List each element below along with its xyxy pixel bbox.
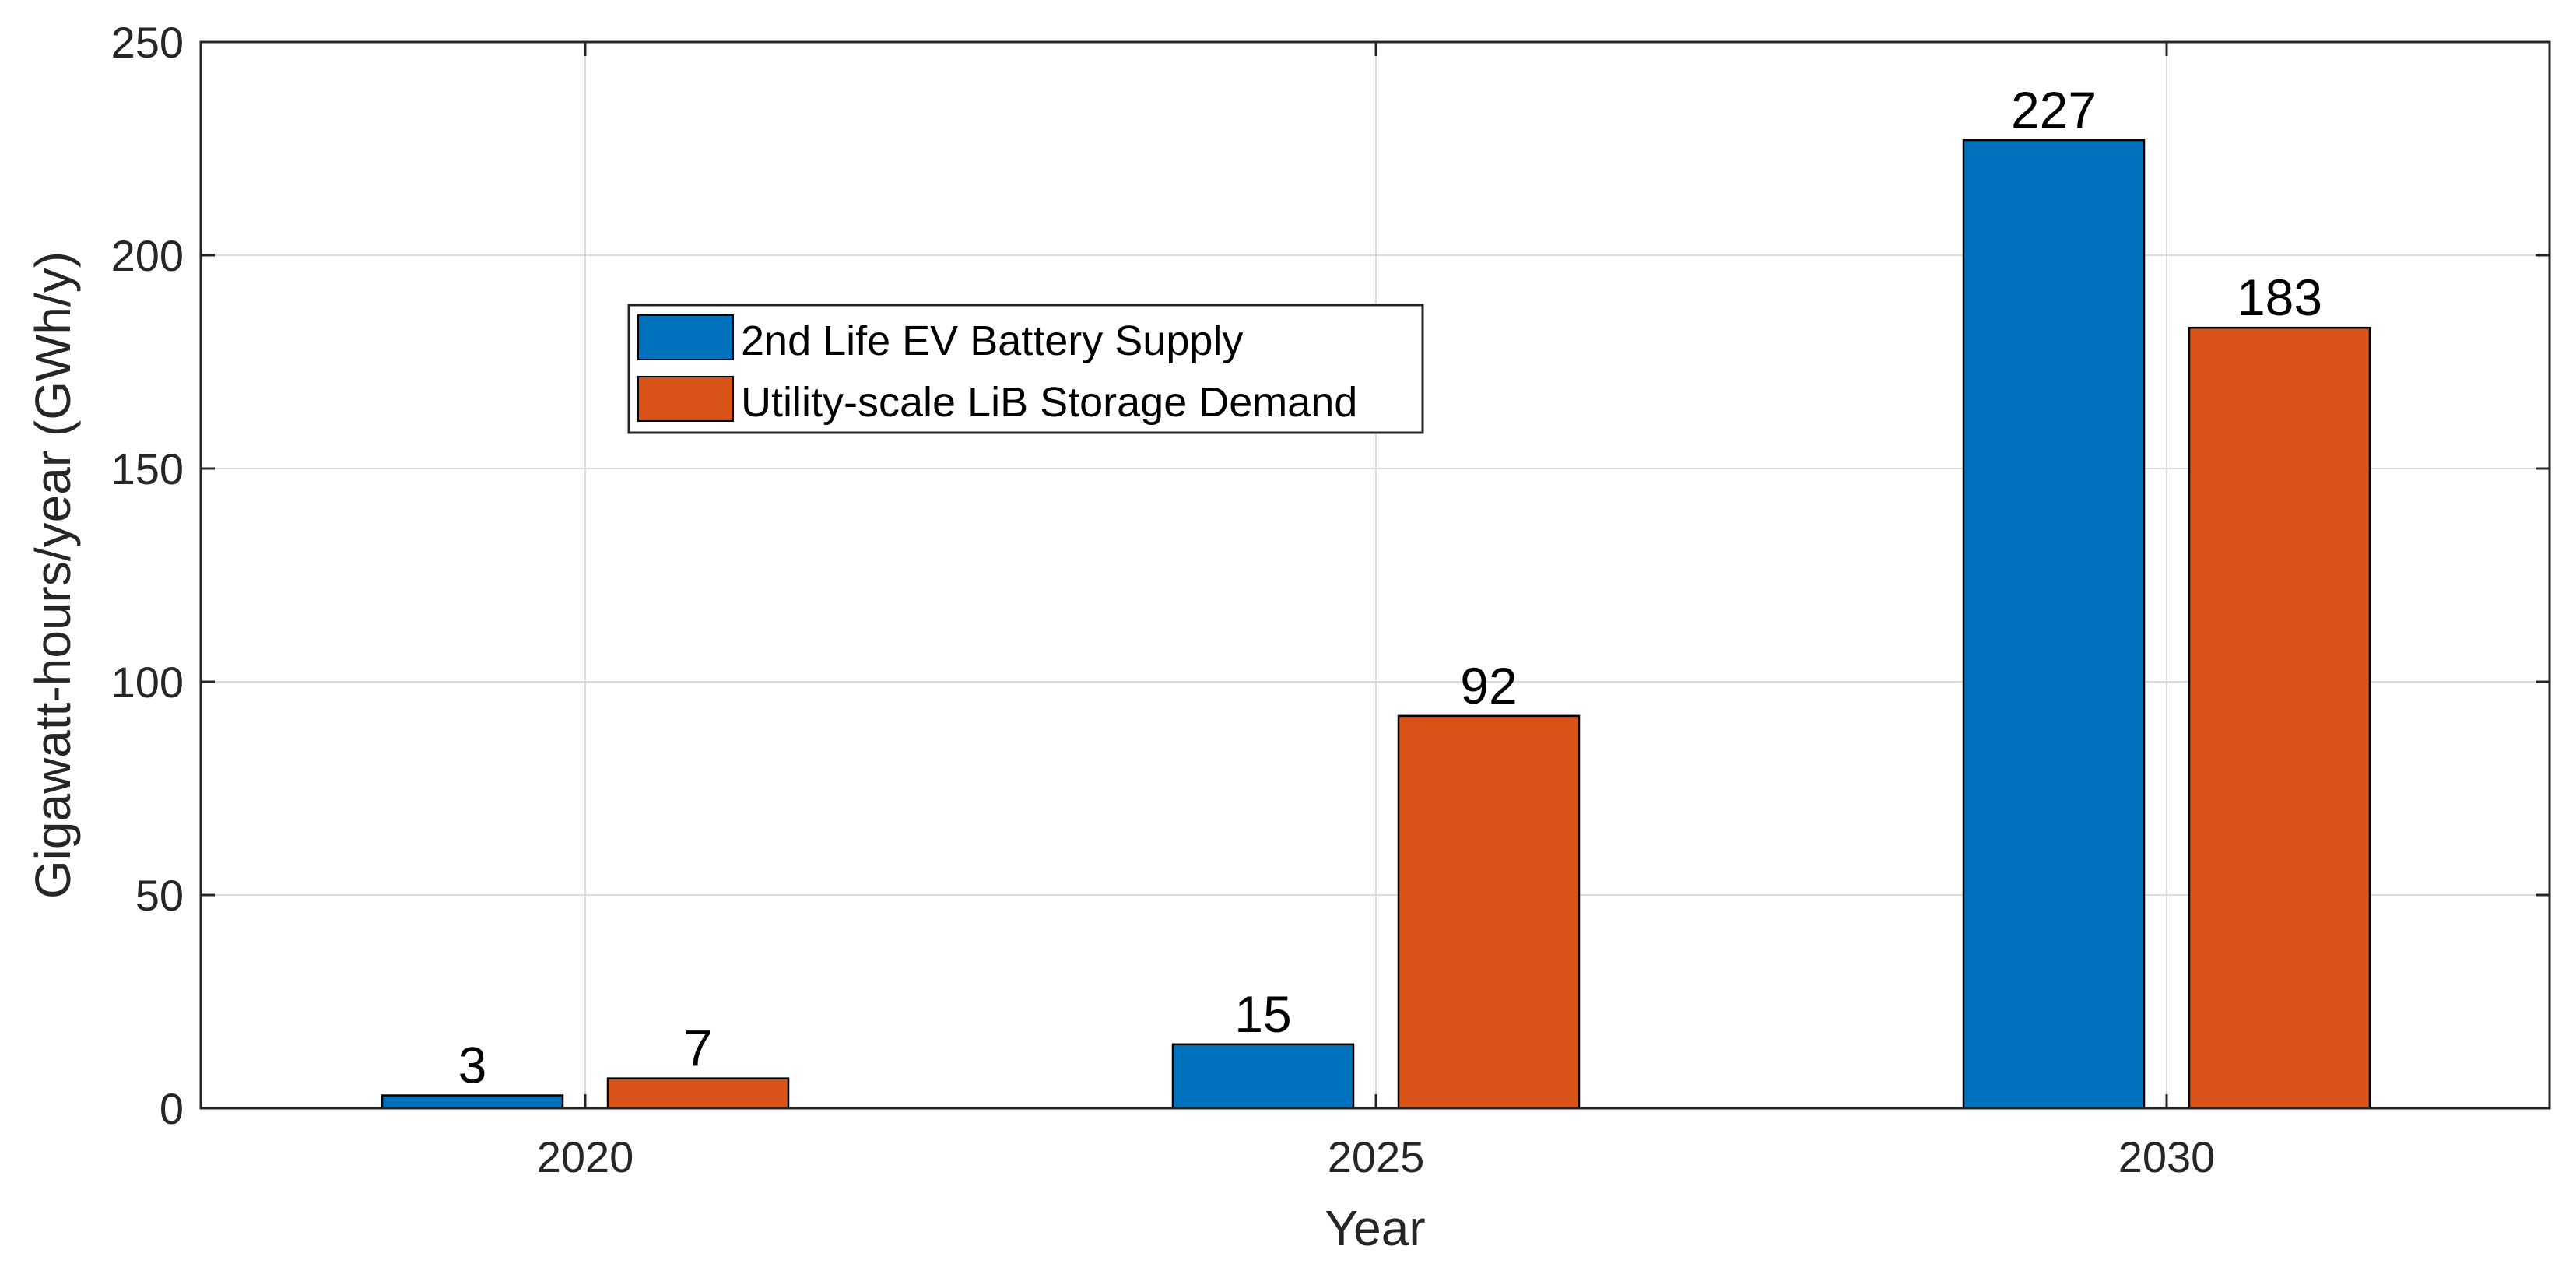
axis-ticks: 0 50 100 150 200 250 2020 2025 2030 <box>111 18 2550 1181</box>
data-label: 3 <box>458 1037 487 1094</box>
legend: 2nd Life EV Battery Supply Utility-scale… <box>627 304 1424 434</box>
x-tick-label: 2020 <box>537 1132 634 1181</box>
legend-label-demand: Utility-scale LiB Storage Demand <box>741 379 1357 426</box>
legend-swatch-demand <box>637 376 734 422</box>
y-tick-label: 200 <box>111 231 184 280</box>
data-label: 7 <box>684 1020 713 1077</box>
legend-box <box>627 304 1424 434</box>
data-label: 227 <box>2011 81 2097 139</box>
bar-2020-series-2 <box>606 1077 790 1110</box>
bars <box>381 139 2371 1110</box>
data-labels: 3 15 227 7 92 183 <box>458 81 2322 1094</box>
y-tick-label: 100 <box>111 658 184 707</box>
bar-2030-series-1 <box>1962 139 2146 1110</box>
y-tick-label: 250 <box>111 18 184 67</box>
data-label: 92 <box>1460 657 1517 714</box>
y-axis-title: Gigawatt-hours/year (GWh/y) <box>25 251 81 899</box>
y-tick-label: 0 <box>160 1084 184 1133</box>
legend-label-supply: 2nd Life EV Battery Supply <box>741 318 1243 364</box>
y-tick-label: 50 <box>135 871 184 920</box>
legend-swatch-supply <box>637 314 734 360</box>
x-tick-label: 2025 <box>1328 1132 1425 1181</box>
bar-2025-series-1 <box>1171 1043 1355 1110</box>
y-tick-label: 150 <box>111 444 184 493</box>
bar-2030-series-2 <box>2188 326 2371 1110</box>
data-label: 183 <box>2237 268 2322 326</box>
data-label: 15 <box>1234 985 1291 1043</box>
x-tick-label: 2030 <box>2118 1132 2216 1181</box>
bar-2025-series-2 <box>1397 714 1581 1110</box>
bar-2020-series-1 <box>381 1094 564 1110</box>
x-axis-title: Year <box>1325 1200 1425 1256</box>
